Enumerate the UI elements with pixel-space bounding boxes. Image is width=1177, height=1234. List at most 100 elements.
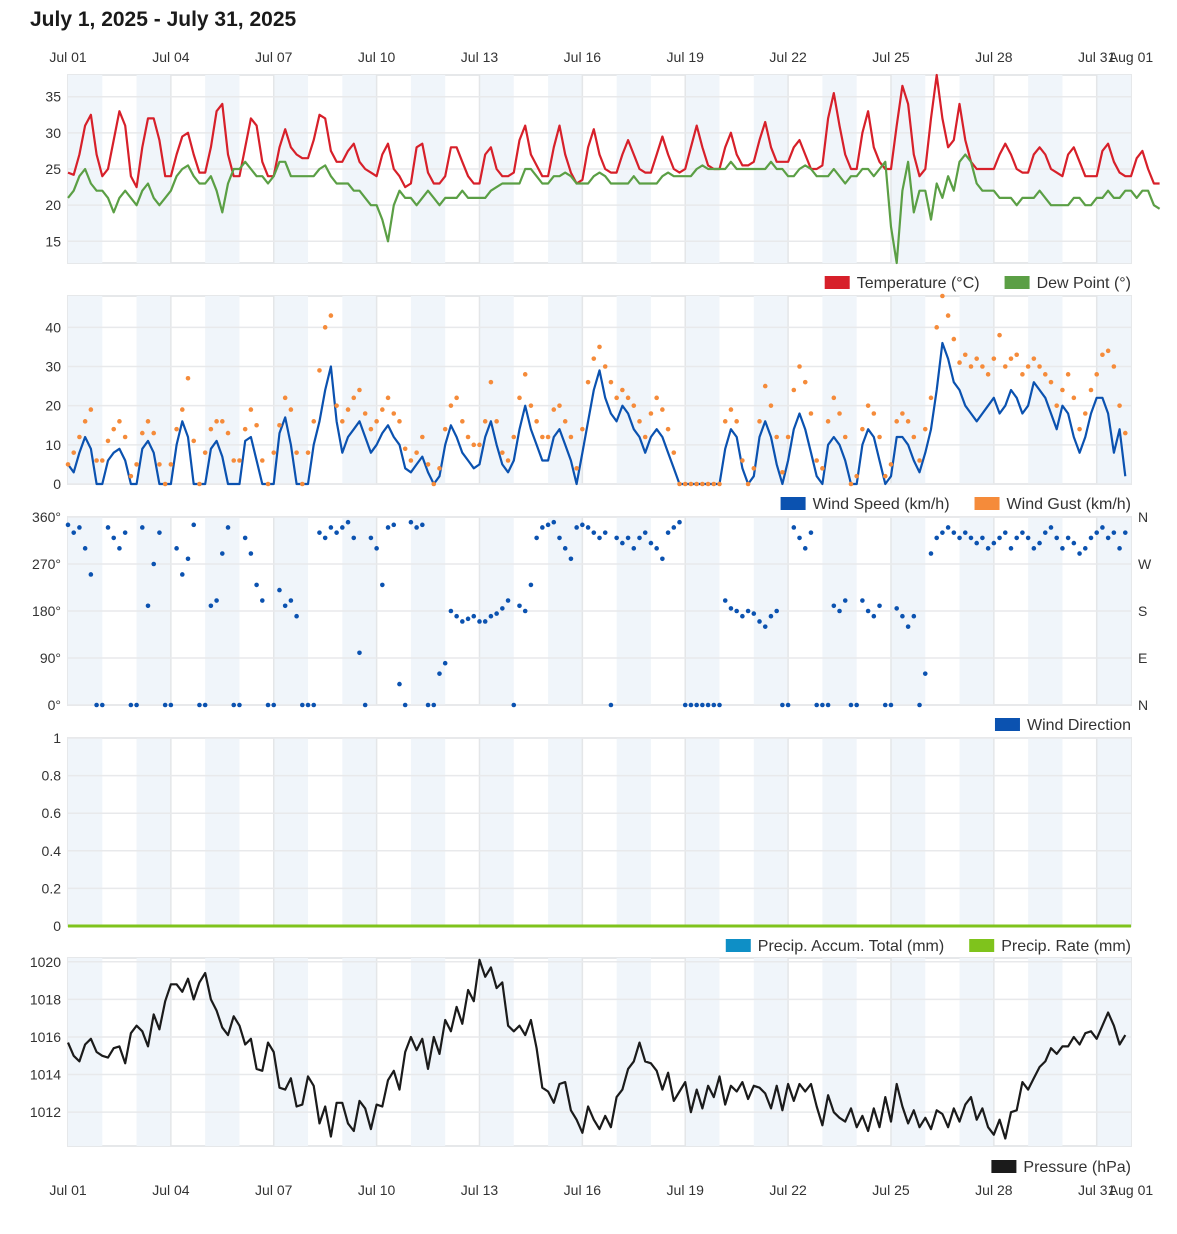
y-tick-label: 0.2	[42, 880, 62, 896]
wind-gust-km-h-point	[340, 419, 345, 424]
wind-gust-km-h-point	[477, 442, 482, 448]
wind-gust-km-h-point	[545, 434, 551, 440]
wind-gust-km-h-point	[317, 368, 322, 373]
temperature-c-legend-swatch	[824, 276, 850, 289]
wind-direction-point	[391, 522, 397, 528]
top-date-tick-label: Jul 25	[872, 49, 910, 65]
wind-direction-point	[894, 606, 899, 611]
day-band	[479, 958, 514, 1146]
wind-gust-km-h-point	[511, 434, 517, 440]
wind-direction-point	[1042, 530, 1048, 535]
wind-gust-km-h-point	[431, 481, 437, 487]
wind-gust-km-h-point	[602, 364, 608, 369]
wind-gust-km-h-point	[717, 481, 722, 487]
y-tick-label: 1020	[30, 954, 61, 970]
wind-direction-point	[214, 598, 219, 603]
wind-direction-point	[105, 525, 111, 530]
wind-direction-point	[842, 598, 848, 603]
y-tick-label: 15	[45, 233, 61, 249]
wind-gust-km-h-point	[374, 419, 379, 424]
wind-gust-km-h-point	[442, 426, 448, 432]
wind-direction-point	[94, 702, 99, 708]
wind-gust-km-h-point	[660, 407, 665, 412]
wind-gust-km-h-point	[1094, 372, 1100, 377]
wind-gust-km-h-point	[837, 411, 842, 416]
y-right-tick-label: N	[1138, 697, 1148, 713]
wind-direction-point	[1111, 530, 1117, 535]
wind-direction-point	[682, 702, 688, 708]
wind-direction-point	[540, 525, 545, 530]
wind-gust-km-h-point	[877, 434, 882, 440]
wind-gust-km-h-point	[408, 458, 414, 463]
wind-direction-point	[711, 702, 717, 708]
wind-gust-km-h-point	[214, 419, 219, 424]
wind-direction-point	[180, 572, 185, 577]
wind-direction-point	[197, 702, 202, 708]
wind-direction-point	[517, 603, 522, 609]
wind-direction-point	[77, 525, 82, 530]
wind-gust-km-h-point	[768, 403, 774, 408]
wind-gust-km-h-point	[654, 395, 659, 401]
wind-direction-point	[580, 522, 585, 528]
wind-direction-point	[351, 535, 357, 541]
pressure-hpa-legend-label: Pressure (hPa)	[1023, 1159, 1131, 1176]
wind-gust-km-h-point	[368, 426, 374, 432]
wind-gust-km-h-point	[311, 419, 317, 424]
wind-gust-km-h-point	[271, 450, 277, 455]
wind-direction-point	[591, 530, 597, 535]
bottom-date-tick-label: Jul 10	[358, 1182, 396, 1198]
wind-gust-km-h-point	[1122, 430, 1128, 436]
wind-direction-point	[780, 702, 785, 708]
wind-gust-km-h-point	[905, 419, 911, 424]
wind-speed-chart: 0 10 20 30 40 Wind Gust (km/h) Wind Speed (km/…	[45, 293, 1132, 513]
wind-gust-km-h-point	[962, 352, 968, 358]
wind-direction-point	[71, 530, 77, 535]
wind-direction-point	[677, 519, 682, 525]
wind-direction-point	[734, 608, 739, 614]
wind-gust-km-h-point	[505, 458, 511, 463]
y-tick-label: 90°	[40, 650, 61, 666]
wind-direction-series	[65, 519, 1128, 708]
wind-direction-point	[1117, 546, 1122, 551]
wind-gust-km-h-point	[705, 481, 711, 487]
wind-direction-point	[397, 681, 402, 687]
wind-gust-km-h-point	[945, 313, 951, 318]
wind-gust-km-h-point	[1048, 379, 1054, 385]
wind-gust-km-h-point	[88, 407, 94, 412]
wind-direction-point	[745, 608, 751, 614]
plot-area	[67, 957, 1132, 1147]
top-date-tick-label: Aug 01	[1109, 49, 1154, 65]
day-band	[1096, 738, 1131, 926]
wind-direction-point	[740, 613, 745, 619]
wind-direction-point	[568, 556, 574, 562]
wind-direction-point	[865, 608, 871, 614]
wind-gust-km-h-point	[471, 442, 477, 448]
wind-gust-km-h-point	[1088, 387, 1094, 393]
wind-gust-km-h-point	[174, 426, 179, 432]
top-date-tick-label: Jul 07	[255, 49, 293, 65]
wind-direction-point	[420, 522, 425, 528]
wind-direction-point	[425, 702, 431, 708]
y-tick-label: 0.8	[42, 768, 62, 784]
wind-gust-km-h-point	[934, 325, 939, 330]
wind-direction-point	[831, 603, 837, 609]
wind-direction-point	[1082, 546, 1088, 551]
wind-gust-km-h-point	[1065, 372, 1071, 377]
day-band	[548, 738, 583, 926]
wind-gust-km-h-point	[385, 395, 391, 401]
wind-direction-point	[705, 702, 711, 708]
wind-direction-point	[494, 611, 499, 616]
wind-gust-km-h-point	[1014, 352, 1019, 358]
wind-direction-point	[328, 525, 334, 530]
y-tick-label: 1012	[30, 1104, 61, 1120]
wind-gust-km-h-point	[825, 419, 831, 424]
wind-gust-km-h-point	[237, 458, 242, 463]
wind-direction-point	[848, 702, 854, 708]
wind-gust-km-h-point	[1100, 352, 1105, 358]
wind-direction-point	[574, 525, 579, 530]
wind-gust-km-h-point	[808, 411, 814, 416]
wind-direction-point	[882, 702, 888, 708]
dew-point-legend-label: Dew Point (°)	[1037, 275, 1131, 292]
wind-direction-point	[837, 608, 842, 614]
wind-gust-km-h-point	[568, 434, 574, 440]
